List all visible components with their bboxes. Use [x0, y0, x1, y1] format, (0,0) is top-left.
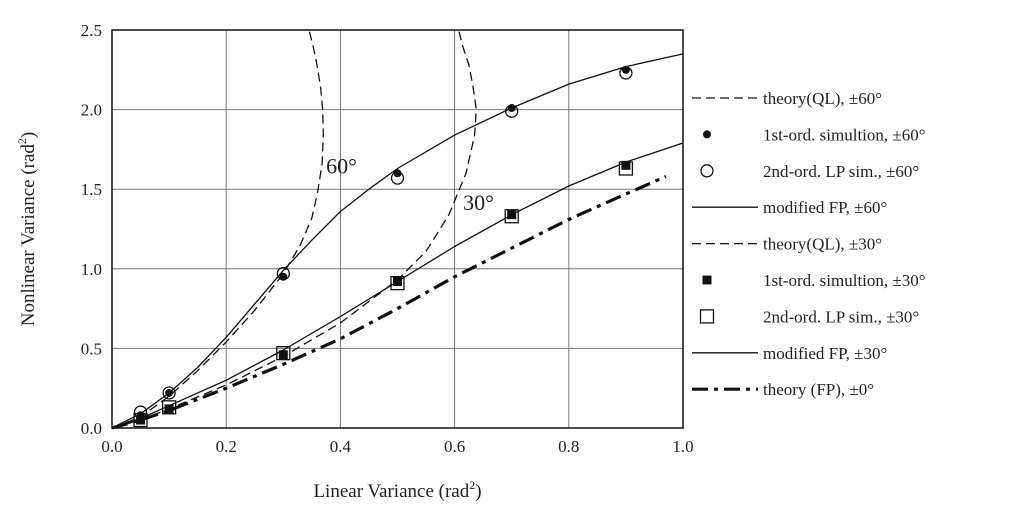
x-tick-label: 0.4 [330, 437, 352, 456]
legend-label: 1st-ord. simultion, ±30° [763, 271, 926, 290]
series-line [111, 29, 324, 429]
legend: theory(QL), ±60° 1st-ord. simultion, ±60°… [692, 89, 926, 399]
y-axis-title: Nonlinear Variance (rad2) [15, 132, 39, 327]
data-point [504, 209, 519, 224]
y-tick-label: 1.5 [81, 180, 102, 199]
legend-label: theory(QL), ±30° [763, 235, 882, 254]
data-point [393, 277, 402, 287]
x-axis-title-text: Linear Variance (rad [313, 481, 469, 502]
series-7 [111, 142, 684, 429]
series-0 [111, 29, 324, 429]
legend-label: modified FP, ±60° [763, 198, 887, 217]
data-point [621, 160, 631, 170]
series-line [111, 142, 684, 429]
data-point [393, 169, 402, 178]
legend-label: 2nd-ord. LP sim., ±60° [763, 162, 919, 181]
legend-entry: 2nd-ord. LP sim., ±30° [699, 307, 919, 326]
data-point [279, 272, 288, 281]
x-axis-title-sup: 2 [469, 478, 475, 492]
legend-entry: 1st-ord. simultion, ±60° [703, 125, 926, 144]
y-axis-title-sup: 2 [15, 138, 29, 144]
legend-label: modified FP, ±30° [763, 344, 887, 363]
data-point [276, 346, 291, 361]
y-axis-title-text: Nonlinear Variance (rad [18, 144, 39, 327]
curve-annotation: 30° [463, 190, 494, 215]
data-point [278, 350, 288, 360]
data-point [162, 386, 176, 400]
x-tick-label: 0.2 [216, 437, 237, 456]
series-6 [133, 161, 634, 428]
data-point [390, 275, 405, 291]
y-tick-label: 0.5 [81, 339, 102, 358]
ticks: 0.0 0.2 0.4 0.6 0.8 1.0 0.0 0.5 1.0 1.5 2.0 2.5 [81, 21, 694, 456]
x-tick-label: 1.0 [672, 437, 693, 456]
series-line [111, 175, 667, 430]
annotations: 60° 30° [326, 153, 494, 215]
data-point [165, 388, 174, 397]
series-4 [111, 29, 477, 429]
legend-entry: modified FP, ±60° [692, 198, 887, 217]
data-point [164, 404, 174, 414]
series-line [111, 29, 477, 429]
series-line [111, 53, 684, 429]
x-tick-label: 0.8 [558, 437, 579, 456]
legend-entry: theory(QL), ±60° [692, 89, 882, 108]
legend-entry: theory (FP), ±0° [692, 380, 874, 399]
y-tick-label: 0.0 [81, 419, 102, 438]
legend-entry: theory(QL), ±30° [692, 235, 882, 254]
series-layer [111, 29, 684, 430]
y-tick-label: 2.5 [81, 21, 102, 40]
grid [112, 30, 683, 428]
legend-entry: 2nd-ord. LP sim., ±60° [700, 162, 919, 181]
legend-entry: modified FP, ±30° [692, 344, 887, 363]
series-8 [111, 175, 667, 430]
data-point [507, 104, 516, 113]
x-tick-label: 0.6 [444, 437, 465, 456]
y-axis-title-suffix: ) [18, 132, 39, 138]
x-axis-title: Linear Variance (rad2) [313, 478, 481, 502]
data-point [161, 400, 177, 415]
legend-swatch [703, 130, 711, 139]
legend-label: 1st-ord. simultion, ±60° [763, 125, 926, 144]
data-point [136, 415, 146, 425]
data-point [621, 65, 630, 74]
y-tick-label: 2.0 [81, 101, 102, 120]
series-2 [133, 66, 633, 419]
legend-label: theory(QL), ±60° [763, 89, 882, 108]
plot-frame [111, 29, 684, 429]
series-5 [136, 160, 631, 425]
series-1 [136, 65, 630, 420]
legend-swatch [702, 275, 712, 285]
y-tick-label: 1.0 [81, 260, 102, 279]
x-tick-label: 0.0 [101, 437, 122, 456]
legend-swatch [700, 164, 714, 178]
legend-label: theory (FP), ±0° [763, 380, 874, 399]
legend-label: 2nd-ord. LP sim., ±30° [763, 307, 919, 326]
data-point [507, 210, 517, 220]
legend-swatch [699, 309, 715, 324]
series-3 [111, 53, 684, 429]
x-axis-title-suffix: ) [475, 481, 481, 502]
curve-annotation: 60° [326, 153, 357, 178]
legend-entry: 1st-ord. simultion, ±30° [702, 271, 926, 290]
